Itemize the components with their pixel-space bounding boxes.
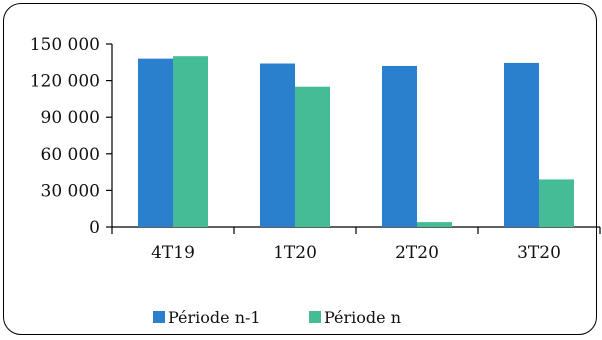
x-tick-label: 1T20 (273, 243, 317, 263)
y-tick-label: 0 (89, 218, 100, 238)
bar-periode-n-4t19 (173, 56, 208, 228)
x-tick-label: 2T20 (395, 243, 439, 263)
bar-periode-n-2t20 (417, 222, 452, 227)
y-tick-label: 90 000 (41, 108, 100, 128)
bars (138, 56, 574, 228)
x-tick-label: 3T20 (517, 243, 561, 263)
y-tick-label: 60 000 (41, 145, 100, 165)
y-tick-label: 30 000 (41, 181, 100, 201)
bar-periode-n-1t20 (295, 86, 330, 227)
legend-swatch (153, 311, 165, 323)
y-axis: 150 000 120 000 90 000 60 000 30 000 0 (30, 35, 113, 238)
x-tick-label: 4T19 (151, 243, 195, 263)
legend: Période n-1 Période n (153, 308, 401, 327)
legend-label: Période n (324, 308, 401, 327)
bar-periode-n-1-4t19 (138, 58, 173, 227)
y-tick-label: 150 000 (30, 35, 100, 55)
bar-periode-n-1-3t20 (504, 62, 539, 227)
x-axis: 4T19 1T20 2T20 3T20 (111, 226, 601, 263)
bar-periode-n-1-1t20 (260, 63, 295, 227)
bar-periode-n-3t20 (539, 179, 574, 227)
y-tick-label: 120 000 (30, 72, 100, 92)
bar-periode-n-1-2t20 (382, 65, 417, 228)
legend-label: Période n-1 (168, 308, 261, 327)
legend-swatch (309, 311, 321, 323)
